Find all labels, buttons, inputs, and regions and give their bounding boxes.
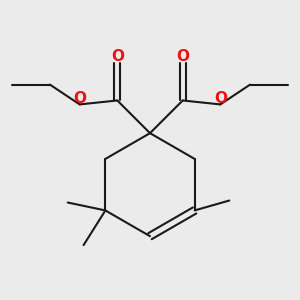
Text: O: O bbox=[111, 50, 124, 64]
Text: O: O bbox=[73, 91, 86, 106]
Text: O: O bbox=[176, 50, 189, 64]
Text: O: O bbox=[214, 91, 227, 106]
